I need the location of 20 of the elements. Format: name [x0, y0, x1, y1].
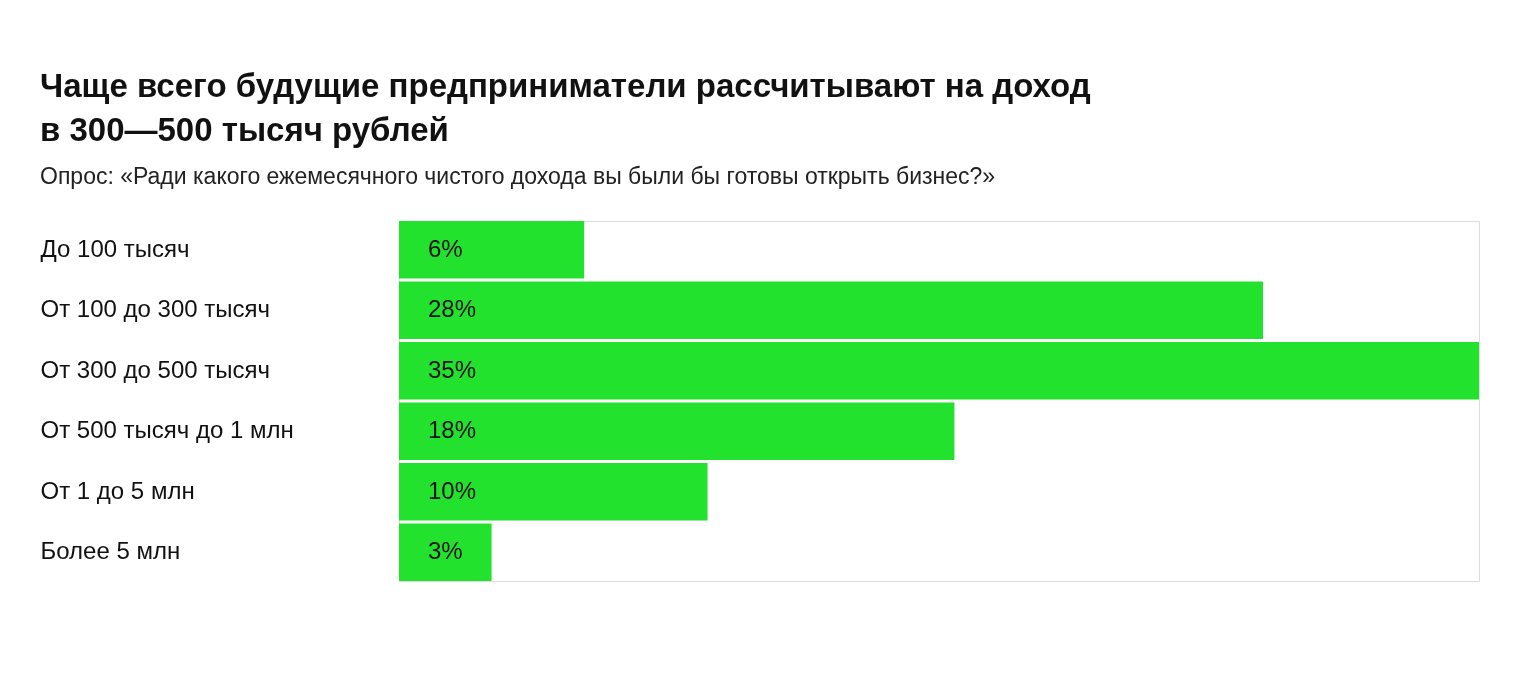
- y-tick-label: Более 5 млн: [40, 537, 181, 565]
- y-tick-label: От 500 тысяч до 1 млн: [40, 416, 294, 444]
- data-label: 35%: [428, 355, 477, 383]
- data-label: 6%: [428, 234, 463, 262]
- data-label: 28%: [428, 295, 477, 323]
- data-label: 10%: [428, 476, 477, 504]
- y-tick-label: До 100 тысяч: [40, 234, 190, 262]
- data-label: 18%: [428, 416, 477, 444]
- y-tick-label: От 300 до 500 тысяч: [40, 355, 271, 383]
- bar: [399, 523, 492, 581]
- bar: [399, 221, 585, 279]
- y-tick-label: От 1 до 5 млн: [40, 476, 195, 504]
- bar: [399, 463, 708, 521]
- bar: [399, 281, 1263, 339]
- bar: [399, 342, 1479, 400]
- chart-title: Чаще всего будущие предприниматели рассчитывают на доход в 300—500 тысяч рублей: [40, 67, 1091, 148]
- data-label: 3%: [428, 537, 463, 565]
- chart-subtitle: Опрос: «Ради какого ежемесячного чистого дохода вы были бы готовы открыть бизнес?»: [40, 163, 996, 189]
- bar: [399, 402, 955, 460]
- y-tick-label: От 100 до 300 тысяч: [40, 295, 271, 323]
